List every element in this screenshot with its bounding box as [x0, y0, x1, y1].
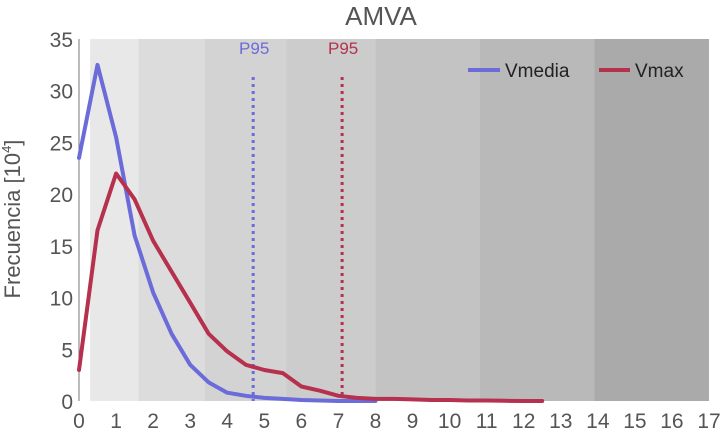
legend-label-vmedia: Vmedia	[505, 61, 570, 82]
x-tick-label: 13	[549, 410, 572, 433]
chart-title: AMVA	[345, 1, 417, 31]
x-tick-label: 8	[370, 410, 382, 433]
x-tick-label: 11	[476, 410, 498, 433]
background-bands	[90, 39, 709, 401]
y-tick-labels: 0 5 10 15 20 25 30 35	[50, 29, 73, 414]
background-band	[138, 39, 205, 401]
y-axis-label-text: Frecuencia [10	[0, 153, 25, 299]
series-line-vmax	[77, 171, 545, 403]
y-tick-label: 10	[50, 288, 73, 311]
background-band	[205, 39, 287, 401]
x-tick-label: 15	[623, 410, 646, 433]
x-tick-label: 9	[407, 410, 419, 433]
x-tick-label: 6	[296, 410, 308, 433]
x-tick-label: 7	[333, 410, 345, 433]
background-band	[479, 39, 595, 401]
y-axis-label: Frecuencia [104]	[0, 140, 25, 299]
reference-lines: P95 P95	[239, 39, 358, 401]
x-tick-label: 17	[697, 410, 720, 433]
y-tick-label: 25	[50, 132, 73, 155]
x-tick-label: 5	[258, 410, 270, 433]
background-band	[286, 39, 376, 401]
y-axis-label-sup: 4	[0, 146, 14, 153]
x-tick-label: 2	[147, 410, 159, 433]
x-tick-labels: 0 1 2 3 4 5 6 7 8 9 10 11 12 13 14 15 16 17	[73, 410, 721, 433]
p95-label: P95	[328, 39, 358, 58]
y-tick-label: 35	[50, 29, 73, 52]
y-axis-label-suffix: ]	[0, 140, 25, 146]
series-lines	[77, 62, 545, 403]
legend-label-vmax: Vmax	[635, 61, 684, 82]
y-tick-label: 20	[50, 184, 73, 207]
y-tick-label: 15	[50, 236, 73, 259]
x-tick-label: 10	[438, 410, 461, 433]
y-tick-label: 5	[61, 339, 73, 362]
x-tick-label: 12	[512, 410, 535, 433]
x-tick-label: 4	[221, 410, 233, 433]
x-tick-label: 14	[586, 410, 610, 433]
x-tick-label: 16	[660, 410, 683, 433]
x-tick-label: 1	[110, 410, 122, 433]
series-line-vmedia	[77, 62, 378, 403]
background-band	[375, 39, 480, 401]
y-tick-label: 0	[61, 391, 73, 414]
y-tick-label: 30	[50, 81, 73, 104]
background-band	[594, 39, 709, 401]
legend: Vmedia Vmax	[468, 61, 684, 82]
x-tick-label: 0	[73, 410, 85, 433]
p95-label: P95	[239, 39, 269, 58]
x-tick-label: 3	[184, 410, 196, 433]
